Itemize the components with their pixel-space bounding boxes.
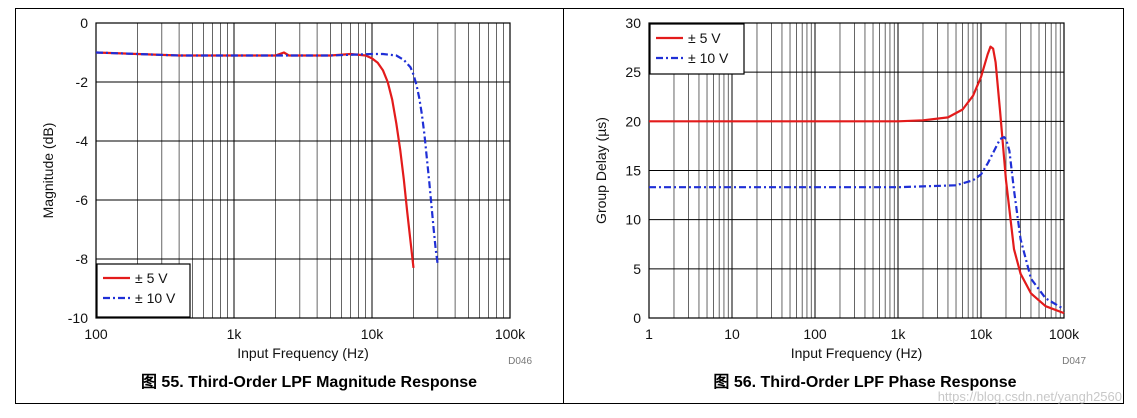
y-tick-label: 30 <box>625 15 641 31</box>
chart-code-phase: D047 <box>1062 356 1086 367</box>
series-line-10v <box>95 51 439 266</box>
y-tick-label: 0 <box>80 15 88 31</box>
y-tick-label: 5 <box>633 261 641 277</box>
y-tick-label: -2 <box>76 74 89 90</box>
chart-code-magnitude: D046 <box>508 356 532 367</box>
y-axis-label: Magnitude (dB) <box>40 123 56 219</box>
x-tick-label: 10k <box>361 326 385 342</box>
x-axis-label: Input Frequency (Hz) <box>237 345 369 361</box>
plot-area-border <box>95 22 511 319</box>
series-line-5v <box>95 51 415 269</box>
x-tick-label: 100 <box>84 326 108 342</box>
caption-magnitude: 图 55. Third-Order LPF Magnitude Response <box>141 373 477 391</box>
x-tick-label: 1k <box>891 326 907 342</box>
caption-phase: 图 56. Third-Order LPF Phase Response <box>713 373 1016 391</box>
x-tick-label: 100k <box>495 326 526 342</box>
y-tick-label: 10 <box>625 212 641 228</box>
x-tick-label: 10k <box>970 326 994 342</box>
y-tick-label: -4 <box>76 133 89 149</box>
legend-label: ± 5 V <box>135 270 168 286</box>
y-tick-label: 15 <box>625 163 641 179</box>
y-tick-label: 0 <box>633 310 641 326</box>
x-tick-label: 10 <box>724 326 740 342</box>
plot-area-border <box>648 22 1065 319</box>
outer-border <box>15 8 1124 404</box>
legend-label: ± 10 V <box>135 290 176 306</box>
watermark: https://blog.csdn.net/yangh2560 <box>938 389 1122 404</box>
x-tick-label: 100 <box>803 326 827 342</box>
y-tick-label: -10 <box>68 310 88 326</box>
y-tick-label: 25 <box>625 64 641 80</box>
y-tick-label: 20 <box>625 113 641 129</box>
legend-label: ± 10 V <box>688 50 729 66</box>
y-axis-label: Group Delay (µs) <box>593 117 609 224</box>
legend-box <box>649 23 745 75</box>
magnitude-chart: 100 1k 10k 100k 0 -2 -4 -6 -8 -10 Input Frequency … <box>40 15 526 361</box>
x-tick-label: 1 <box>645 326 653 342</box>
series-line-5v <box>649 45 1065 315</box>
y-tick-label: -6 <box>76 192 89 208</box>
x-tick-label: 100k <box>1049 326 1080 342</box>
legend-box <box>96 263 191 318</box>
series-line-10v <box>649 136 1065 311</box>
phase-chart: 1 10 100 1k 10k 100k 0 5 10 15 20 25 30 Input Frequen… <box>593 15 1080 361</box>
y-tick-label: -8 <box>76 251 89 267</box>
x-axis-label: Input Frequency (Hz) <box>791 345 923 361</box>
legend-label: ± 5 V <box>688 30 721 46</box>
x-tick-label: 1k <box>227 326 243 342</box>
